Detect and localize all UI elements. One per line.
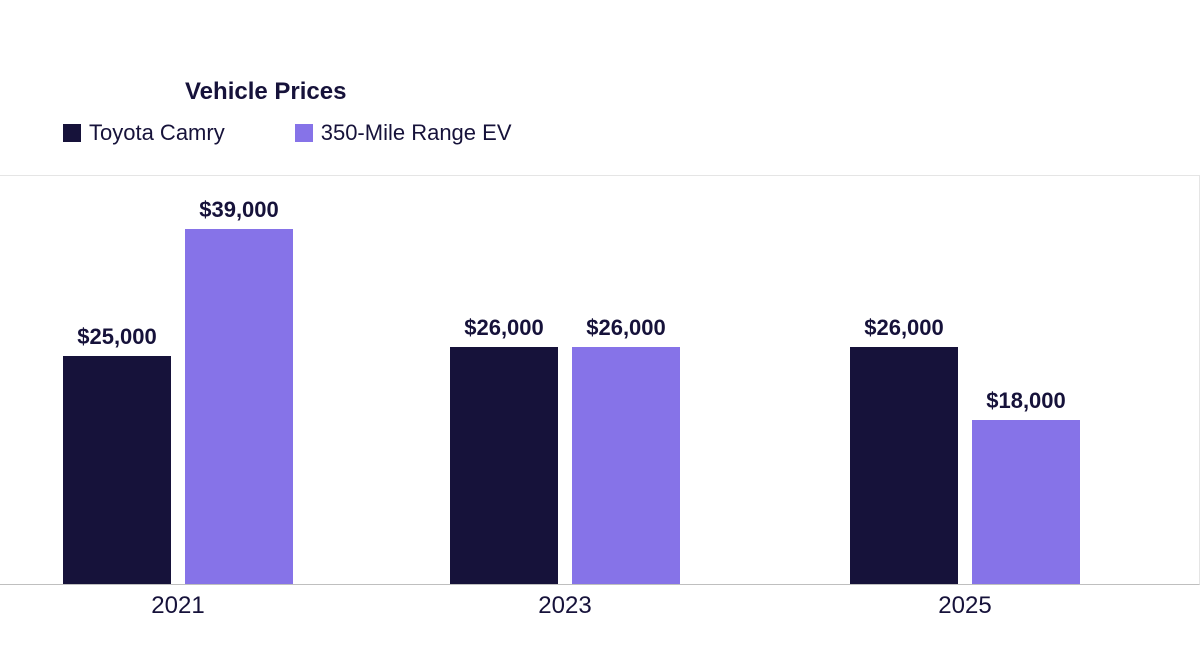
bar-value-label: $26,000 xyxy=(586,315,666,341)
chart-title: Vehicle Prices xyxy=(185,78,346,106)
bar-wrap-2021-series-1: $39,000 xyxy=(185,197,293,584)
bar-wrap-2023-series-0: $26,000 xyxy=(450,315,558,584)
legend-label-series-0: Toyota Camry xyxy=(89,120,225,146)
bar-value-label: $26,000 xyxy=(464,315,544,341)
legend-item-series-0: Toyota Camry xyxy=(63,120,225,146)
legend-swatch-series-1 xyxy=(295,124,313,142)
bar-value-label: $18,000 xyxy=(986,388,1066,414)
bar-group-2023: $26,000 $26,000 xyxy=(450,315,680,584)
bar-2025-series-1 xyxy=(972,420,1080,584)
legend-label-series-1: 350-Mile Range EV xyxy=(321,120,512,146)
bar-value-label: $26,000 xyxy=(864,315,944,341)
bar-wrap-2025-series-1: $18,000 xyxy=(972,388,1080,584)
bar-2021-series-0 xyxy=(63,356,171,584)
legend-item-series-1: 350-Mile Range EV xyxy=(295,120,512,146)
bar-value-label: $25,000 xyxy=(77,324,157,350)
bar-2023-series-1 xyxy=(572,347,680,584)
chart-plot-area: $25,000 $39,000 $26,000 $26,000 $26,000 $18,0… xyxy=(0,175,1200,585)
bar-2023-series-0 xyxy=(450,347,558,584)
bar-2025-series-0 xyxy=(850,347,958,584)
bar-group-2021: $25,000 $39,000 xyxy=(63,197,293,584)
bar-wrap-2021-series-0: $25,000 xyxy=(63,324,171,584)
x-axis-tick-2023: 2023 xyxy=(538,592,591,620)
bar-wrap-2023-series-1: $26,000 xyxy=(572,315,680,584)
x-axis-tick-2025: 2025 xyxy=(938,592,991,620)
bar-value-label: $39,000 xyxy=(199,197,279,223)
x-axis-tick-2021: 2021 xyxy=(151,592,204,620)
bar-wrap-2025-series-0: $26,000 xyxy=(850,315,958,584)
chart-legend: Toyota Camry 350-Mile Range EV xyxy=(63,120,512,146)
bar-group-2025: $26,000 $18,000 xyxy=(850,315,1080,584)
bar-2021-series-1 xyxy=(185,229,293,584)
legend-swatch-series-0 xyxy=(63,124,81,142)
